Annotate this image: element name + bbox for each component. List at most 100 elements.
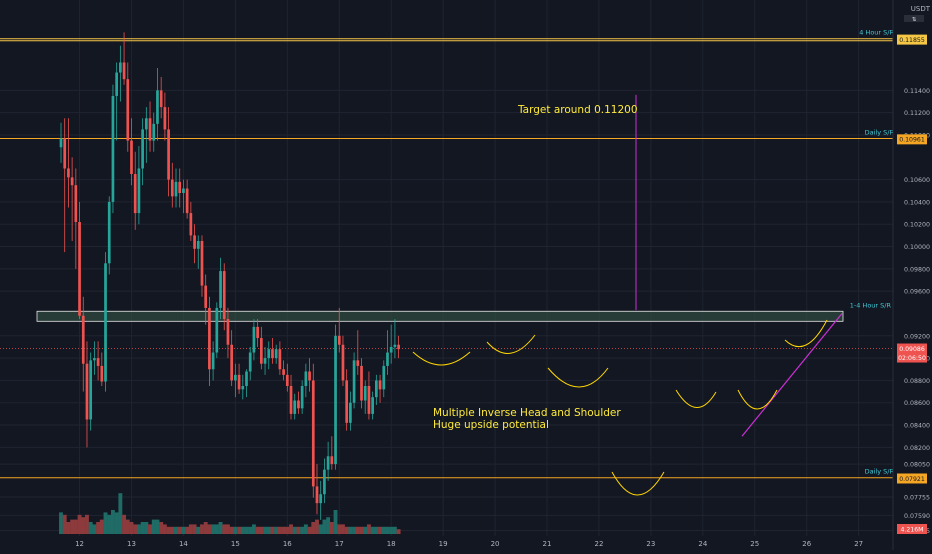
candle-body (100, 365, 104, 382)
candle-body (159, 90, 163, 108)
candle (237, 363, 241, 394)
candle (85, 341, 89, 448)
volume-bar (355, 526, 360, 534)
volume-bar (385, 526, 390, 534)
candle-body (267, 349, 271, 359)
volume-bar (62, 514, 67, 534)
pattern-arc (784, 319, 828, 348)
candle (378, 374, 382, 403)
candle-body (300, 386, 304, 409)
volume-bar (251, 524, 256, 534)
current-price-tag (897, 343, 927, 363)
candle-body (222, 271, 226, 320)
candle-body (174, 181, 178, 197)
pattern-arc (675, 389, 717, 408)
volume-bar (200, 524, 204, 534)
volume-bar (129, 522, 134, 534)
candle-body (126, 79, 130, 141)
candle (293, 393, 297, 420)
price-tick-label: 0.08800 (904, 378, 930, 385)
pattern-arc (737, 389, 778, 410)
currency-icon: ⇅ (904, 15, 924, 23)
volume-bar (329, 522, 334, 534)
candle (208, 296, 211, 387)
price-tick-label: 0.11200 (904, 110, 930, 117)
candle-body (371, 397, 374, 414)
candle-body (182, 188, 185, 194)
volume-bar (341, 524, 345, 534)
candle-body (308, 371, 311, 381)
drawings (412, 94, 843, 496)
candle-body (148, 118, 152, 141)
countdown-text: 02:06:50 (898, 355, 926, 362)
volume-bar (296, 526, 301, 534)
candle-body (234, 374, 237, 381)
candle-body (237, 374, 241, 390)
candle (360, 358, 363, 409)
candle-body (293, 400, 297, 414)
candle (141, 118, 144, 186)
volume-bar (366, 524, 371, 534)
price-tick-label: 0.10600 (904, 177, 930, 184)
candle-body (289, 386, 293, 414)
volume-bar (140, 522, 145, 534)
candle-body (59, 138, 63, 148)
volume-bar (192, 524, 197, 534)
time-tick-label: 13 (127, 540, 136, 548)
pattern-arc (547, 367, 609, 388)
candle-body (211, 352, 215, 370)
candle (367, 371, 371, 420)
price-axis: USDT ⇅ (892, 0, 932, 550)
time-tick-label: 26 (802, 540, 811, 548)
volume-bar (85, 514, 89, 534)
volume-bar (144, 522, 149, 534)
candle-body (334, 335, 337, 465)
candle (137, 146, 141, 225)
candle (96, 341, 100, 381)
candle (386, 330, 389, 375)
candle (245, 369, 248, 398)
price-tick-label: 0.08400 (904, 423, 930, 430)
candle (267, 341, 271, 370)
volume-bar (73, 519, 78, 534)
time-tick-label: 19 (439, 540, 448, 548)
volume-tag-text: 4.216M (900, 527, 923, 534)
trend-line (741, 313, 843, 437)
candle-body (382, 365, 386, 390)
time-tick-label: 14 (179, 540, 188, 548)
candle-body (345, 380, 349, 423)
candle-body (397, 344, 400, 350)
candle (219, 257, 222, 320)
volume-bar (122, 514, 127, 534)
candle-body (81, 315, 85, 364)
candle (122, 32, 126, 85)
candle (130, 118, 133, 186)
volume-bar (300, 526, 305, 534)
time-tick-label: 27 (854, 540, 863, 548)
candle-body (360, 365, 363, 401)
annotations: Target around 0.11200 Multiple Inverse H… (433, 104, 638, 431)
candle-body (133, 174, 137, 214)
candle (111, 84, 115, 214)
sr-line-label: 4 Hour S/R (859, 29, 894, 37)
price-tag-text: 0.11855 (899, 37, 925, 44)
volume-bar (92, 524, 97, 534)
volume-bar (125, 519, 130, 534)
candle (397, 335, 400, 359)
candle-body (107, 201, 111, 264)
volume-bar (285, 526, 290, 534)
candle-body (263, 358, 267, 364)
volume-bar (110, 510, 115, 534)
candle-body (226, 319, 230, 345)
price-tick-label: 0.08200 (904, 445, 930, 452)
volume-bar (151, 519, 156, 534)
volume-bar (322, 519, 327, 534)
candle (93, 341, 96, 375)
candle-body (122, 62, 126, 80)
price-tag-box (897, 473, 927, 484)
candle-body (248, 352, 252, 372)
volume-bar (155, 519, 160, 534)
candle-body (163, 107, 167, 130)
